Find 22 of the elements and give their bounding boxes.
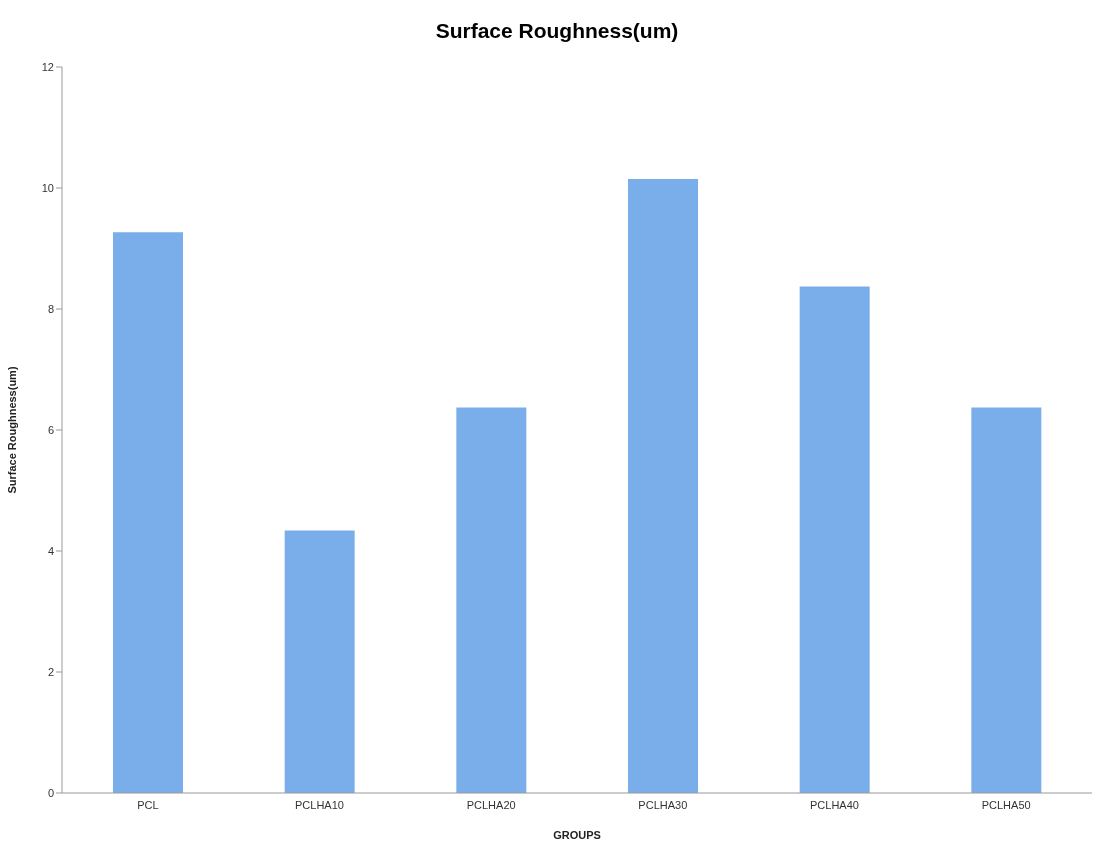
y-tick-label: 8: [47, 302, 54, 315]
bar: [799, 286, 870, 793]
x-tick-label: PCLHA50: [981, 798, 1031, 811]
y-tick-label: 10: [41, 181, 54, 194]
bar: [113, 232, 183, 793]
x-tick-label: PCLHA10: [295, 798, 344, 811]
y-tick-label: 0: [47, 786, 54, 799]
x-axis-title: GROUPS: [553, 829, 601, 841]
bar: [284, 530, 355, 793]
x-tick-label: PCLHA40: [810, 798, 859, 811]
y-axis-title: Surface Roughness(um): [5, 366, 18, 494]
chart-title: Surface Roughness(um): [434, 18, 680, 44]
x-tick-label: PCLHA20: [466, 798, 516, 811]
bar: [971, 407, 1042, 793]
y-tick-label: 4: [47, 544, 54, 557]
x-tick-label: PCL: [137, 798, 159, 811]
y-tick-label: 6: [47, 423, 54, 436]
x-tick-label: PCLHA30: [638, 798, 688, 811]
y-tick-label: 2: [47, 665, 54, 678]
bar: [628, 178, 698, 793]
y-tick-label: 12: [41, 60, 54, 73]
bar: [456, 407, 527, 793]
